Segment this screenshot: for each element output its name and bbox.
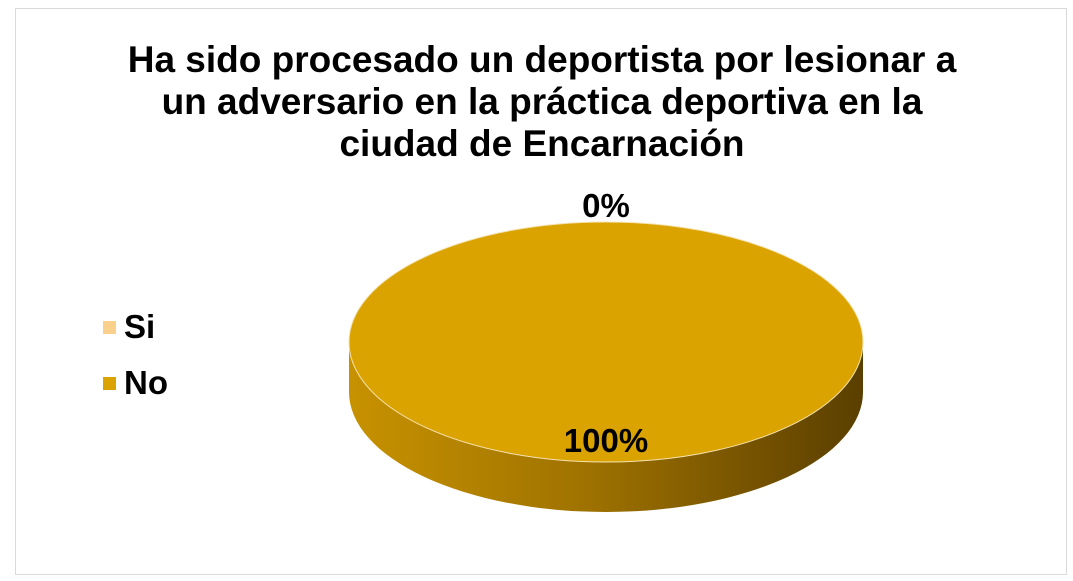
legend-item-no: No <box>103 355 168 411</box>
legend-item-si: Si <box>103 299 168 355</box>
legend-swatch-si <box>103 320 116 334</box>
data-label-si: 0% <box>582 187 630 224</box>
legend: Si No <box>103 299 168 411</box>
legend-label-si: Si <box>124 308 156 345</box>
pie-side-wall <box>349 342 863 512</box>
legend-label-no: No <box>124 364 168 401</box>
pie-slice-no <box>349 222 863 462</box>
data-label-no: 100% <box>564 422 648 459</box>
chart-area: Ha sido procesado un deportista por lesi… <box>15 8 1067 575</box>
pie-chart: 0% 100% <box>348 187 864 512</box>
pie-top-rim <box>348 221 864 463</box>
chart-title: Ha sido procesado un deportista por lesi… <box>127 39 957 164</box>
legend-swatch-no <box>103 376 116 390</box>
